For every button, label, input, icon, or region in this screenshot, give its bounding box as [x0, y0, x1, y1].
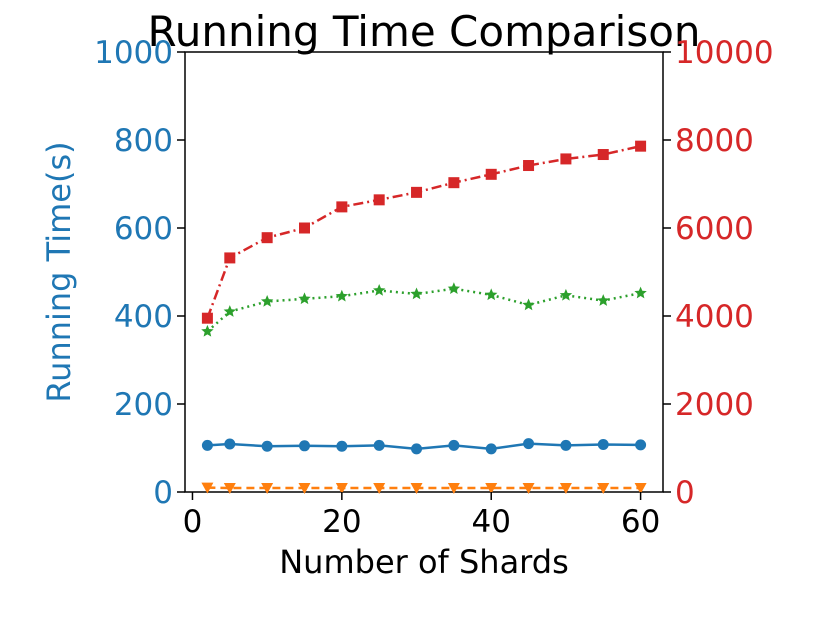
data-point: [634, 483, 647, 495]
data-point: [201, 439, 213, 451]
left-y-tick-label: 400: [114, 299, 173, 335]
data-point: [298, 483, 311, 495]
data-point: [448, 177, 460, 189]
data-point: [522, 483, 535, 495]
data-point: [261, 232, 273, 244]
right-y-tick-label: 2000: [675, 387, 754, 423]
data-point: [298, 292, 311, 305]
left-y-tick-label: 0: [153, 475, 173, 511]
data-point: [635, 439, 647, 451]
right-y-tick-label: 0: [675, 475, 695, 511]
data-point: [523, 438, 535, 450]
data-point: [447, 483, 460, 495]
data-point: [336, 201, 348, 213]
data-point: [485, 443, 497, 455]
data-point: [597, 149, 609, 161]
data-point: [224, 252, 236, 264]
series-0: [201, 438, 647, 455]
data-point: [411, 186, 423, 198]
left-y-tick-label: 1000: [94, 35, 173, 71]
data-point: [261, 483, 274, 495]
data-point: [522, 298, 535, 311]
x-tick-label: 20: [322, 504, 361, 540]
series-2: [201, 282, 647, 337]
left-y-axis-label: Running Time(s): [40, 141, 78, 402]
data-point: [559, 288, 573, 301]
data-point: [299, 440, 310, 452]
series-line: [206, 287, 641, 333]
right-y-tick-label: 4000: [675, 299, 754, 335]
series-1: [201, 482, 647, 495]
data-point: [373, 283, 386, 296]
data-point: [224, 438, 236, 450]
data-point: [299, 222, 310, 234]
data-point: [335, 289, 349, 302]
data-point: [373, 194, 385, 206]
data-point: [635, 140, 647, 152]
data-point: [597, 483, 610, 495]
x-tick-label: 0: [183, 504, 203, 540]
data-point: [634, 286, 647, 299]
data-point: [560, 153, 572, 165]
data-point: [336, 440, 348, 452]
data-point: [485, 288, 498, 301]
data-point: [485, 483, 498, 495]
axis-layer: 0 20 40 60020040060080010000200040006000800…: [94, 35, 774, 540]
data-point: [335, 483, 348, 495]
data-point: [410, 287, 423, 300]
data-point: [201, 324, 214, 337]
data-point: [261, 440, 273, 452]
left-y-tick-label: 600: [114, 211, 173, 247]
right-y-tick-label: 10000: [675, 35, 774, 71]
series-layer: [201, 140, 647, 495]
data-point: [201, 482, 214, 494]
plot-frame: [184, 51, 664, 493]
data-point: [260, 294, 274, 307]
data-point: [223, 305, 236, 317]
left-y-tick-label: 200: [114, 387, 173, 423]
data-point: [373, 483, 386, 495]
x-tick-label: 40: [471, 504, 510, 540]
data-point: [523, 160, 535, 172]
data-point: [410, 483, 423, 495]
data-point: [485, 168, 497, 180]
series-3: [201, 140, 647, 324]
data-point: [597, 438, 609, 450]
data-point: [447, 282, 461, 294]
data-point: [597, 294, 610, 306]
data-point: [373, 439, 385, 451]
right-y-tick-label: 8000: [675, 123, 754, 159]
x-tick-label: 60: [621, 504, 660, 540]
data-point: [448, 439, 460, 451]
data-point: [201, 312, 213, 324]
data-point: [559, 483, 572, 495]
data-point: [411, 443, 423, 455]
chart-title: Running Time Comparison: [147, 7, 700, 56]
left-y-tick-label: 800: [114, 123, 173, 159]
right-y-tick-label: 6000: [675, 211, 754, 247]
data-point: [560, 439, 572, 451]
x-axis-label: Number of Shards: [279, 543, 569, 581]
data-point: [223, 483, 236, 495]
